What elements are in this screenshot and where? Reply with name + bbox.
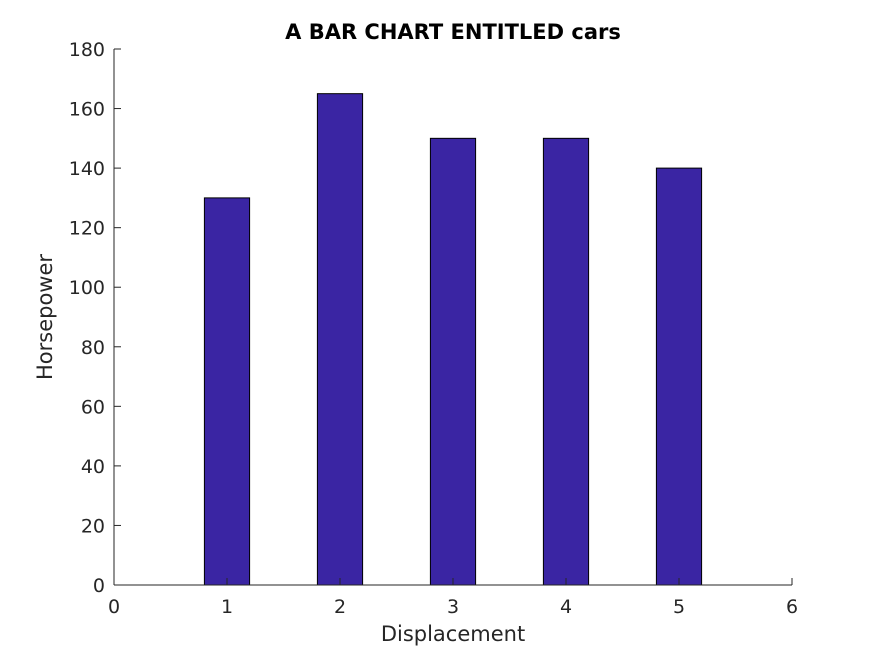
y-tick-label: 100 xyxy=(69,277,105,299)
x-tick-label: 2 xyxy=(334,596,346,618)
bar-5 xyxy=(655,167,703,586)
y-tick-label: 0 xyxy=(93,575,105,597)
chart-title: A BAR CHART ENTITLED cars xyxy=(285,20,621,44)
x-ticks-group: 0 1 2 3 4 5 6 xyxy=(108,578,798,618)
x-tick-label: 5 xyxy=(673,596,685,618)
x-tick-label: 0 xyxy=(108,596,120,618)
bar-2 xyxy=(316,93,364,586)
x-tick-label: 1 xyxy=(221,596,233,618)
y-tick-label: 120 xyxy=(69,218,105,240)
x-axis-label: Displacement xyxy=(381,622,525,646)
y-tick-label: 60 xyxy=(81,396,105,418)
bar-1 xyxy=(203,197,251,586)
y-tick-label: 40 xyxy=(81,456,105,478)
bar-3 xyxy=(429,137,477,586)
y-ticks-group: 0 20 40 60 80 100 120 140 160 180 xyxy=(69,39,121,597)
y-tick-label: 180 xyxy=(69,39,105,61)
y-tick-label: 20 xyxy=(81,515,105,537)
x-tick-label: 6 xyxy=(786,596,798,618)
y-axis-label: Horsepower xyxy=(33,254,57,380)
bars-group xyxy=(203,93,703,586)
bar-4 xyxy=(542,137,590,586)
x-tick-label: 3 xyxy=(447,596,459,618)
y-tick-label: 140 xyxy=(69,158,105,180)
y-tick-label: 80 xyxy=(81,337,105,359)
y-tick-label: 160 xyxy=(69,99,105,121)
x-tick-label: 4 xyxy=(560,596,572,618)
